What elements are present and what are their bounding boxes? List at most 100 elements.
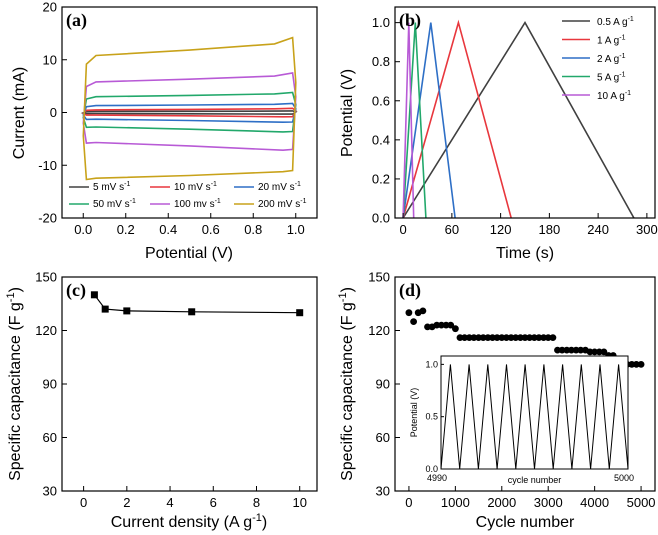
panel-d-xtick-label: 2000 [487, 495, 516, 510]
panel-b-legend-label: 0.5 A g-1 [597, 16, 634, 28]
panel-d-ytick-label: 120 [368, 323, 390, 338]
panel-c-xlabel: Current density (A g-1) [111, 512, 268, 531]
panel-d-point [405, 309, 413, 317]
panel-d-point [438, 321, 445, 329]
panel-a-xtick-label: 1.0 [287, 222, 305, 237]
panel-d-point [633, 361, 640, 368]
panel-d-ylabel: Specific capacitance (F g-1) [337, 287, 356, 481]
panel-b-ytick-label: 0.8 [372, 54, 390, 69]
panel-b-legend: 0.5 A g-1 1 A g-1 2 A g-1 5 A g-1 10 A g-1 [562, 16, 634, 102]
panel-d-xtick-label: 1000 [441, 495, 470, 510]
panel-d-xlabel: Cycle number [476, 514, 575, 531]
panel-d-point [535, 334, 543, 341]
panel-b-legend-label: 1 A g-1 [597, 35, 626, 47]
panel-d-point [410, 318, 417, 325]
panel-d-point [447, 321, 455, 329]
panel-b-frame [394, 6, 656, 219]
panel-c-xtick-label: 6 [210, 495, 217, 510]
panel-d-point [461, 334, 468, 341]
panel-b-ylabel: Potential (V) [339, 69, 356, 157]
panel-a-ytick-label: -10 [38, 158, 57, 173]
panel-b-xtick-label: 0 [400, 222, 407, 237]
panel-b-xtick-label: 180 [539, 222, 561, 237]
panel-a-ylabel: Current (mA) [11, 67, 28, 159]
panel-b-series-4 [402, 22, 427, 219]
panel-d-ytick-label: 150 [368, 270, 390, 285]
panel-d-ytick-label: 30 [376, 484, 390, 499]
panel-a-ticks: 0.0 0.2 0.4 0.6 0.8 1.0 -20 -10 0 10 20 [38, 0, 305, 237]
panel-b-ytick-label: 0.6 [372, 93, 390, 108]
panel-b-xtick-label: 240 [587, 222, 609, 237]
panel-d-xtick-label: 5000 [627, 495, 656, 510]
panel-b-ytick-label: 0.0 [372, 211, 390, 226]
panel-a-series-6 [82, 36, 297, 181]
panel-c-point [296, 309, 304, 317]
panel-d-point [452, 325, 459, 333]
panel-d-ytick-label: 60 [376, 430, 390, 445]
panel-a-xtick-label: 0.6 [202, 222, 220, 237]
panel-a-legend-label: 5 mV s-1 [93, 181, 130, 193]
panel-a-xtick-label: 0.0 [74, 222, 92, 237]
panel-c-point [101, 305, 109, 313]
panel-a-legend-label: 200 mV s-1 [258, 198, 307, 210]
panel-c: 0 2 4 6 8 10 30 60 90 120 150 (c) Current density … [5, 270, 318, 531]
panel-d-xtick-label: 0 [405, 495, 412, 510]
panel-b-legend-label: 10 A g-1 [597, 90, 631, 102]
panel-a-legend-label: 50 mV s-1 [93, 198, 136, 210]
panel-b: 0 60 120 180 240 300 0.0 0.2 0.4 0.6 0.8 1.0 0.5 A … [339, 6, 658, 262]
panel-a-label: (a) [66, 10, 87, 31]
panel-c-xtick-label: 4 [166, 495, 173, 510]
panel-b-ytick-label: 0.4 [372, 132, 390, 147]
panel-a-series-2 [81, 107, 297, 118]
panel-a-series-1 [80, 110, 298, 115]
panel-c-point [123, 307, 131, 315]
panel-c-label: (c) [66, 280, 86, 301]
panel-c-xtick-label: 10 [292, 495, 306, 510]
panel-a-ytick-label: -20 [38, 211, 57, 226]
panel-a-series-4 [82, 91, 297, 133]
panel-d-inset: 0.0 0.5 1.0 4990 5000 cycle number Potential (… [409, 355, 634, 485]
panel-a-legend-label: 100 mv s-1 [174, 198, 221, 210]
inset-gcd-curve [440, 364, 629, 470]
panel-d-point [544, 334, 552, 341]
panel-c-ytick-label: 90 [43, 377, 57, 392]
panel-d-point [479, 334, 487, 341]
panel-d-point [470, 334, 478, 341]
panel-a-ytick-label: 0 [50, 105, 57, 120]
panel-b-xtick-label: 300 [636, 222, 658, 237]
inset-x-start-label: 4990 [427, 473, 447, 483]
panel-d-point [512, 334, 520, 341]
panel-d-point [591, 348, 598, 356]
panel-a-legend: 5 mV s-1 10 mV s-1 20 mV s-1 50 mV s-1 100 m… [69, 181, 307, 210]
inset-ytick-label: 1.0 [425, 359, 438, 369]
panel-c-ytick-label: 30 [43, 484, 57, 499]
panel-c-ytick-label: 60 [43, 430, 57, 445]
panel-b-ytick-label: 1.0 [372, 15, 390, 30]
panel-c-ytick-label: 150 [35, 270, 57, 285]
panel-b-series-5 [402, 22, 415, 219]
panel-d-xtick-label: 4000 [580, 495, 609, 510]
panel-c-point [90, 291, 98, 299]
panel-b-plot [402, 19, 635, 219]
panel-d-label: (d) [399, 280, 421, 301]
panel-a-xtick-label: 0.2 [117, 222, 135, 237]
inset-xlabel: cycle number [508, 475, 562, 485]
panel-c-ylabel: Specific capacitance (F g-1) [5, 287, 24, 481]
inset-x-end-label: 5000 [614, 473, 634, 483]
panel-a-xlabel: Potential (V) [145, 245, 233, 262]
panel-a-plot [80, 36, 298, 181]
inset-ylabel: Potential (V) [409, 388, 419, 438]
panel-c-ticks: 0 2 4 6 8 10 30 60 90 120 150 [35, 270, 307, 511]
panel-d-point [549, 334, 557, 341]
panel-d: 0 1000 2000 3000 4000 5000 30 60 90 120 150 0.0 0.5… [337, 270, 656, 531]
panel-c-xtick-label: 8 [253, 495, 260, 510]
panel-c-point [188, 308, 196, 316]
panel-d-point [419, 307, 427, 315]
panel-c-xtick-label: 0 [80, 495, 87, 510]
panel-d-ticks: 0 1000 2000 3000 4000 5000 30 60 90 120 150 [368, 270, 655, 511]
panel-b-legend-label: 5 A g-1 [597, 72, 626, 84]
panel-d-ytick-label: 90 [376, 377, 390, 392]
panel-a-ytick-label: 10 [43, 52, 57, 67]
panel-c-plot [90, 291, 304, 317]
